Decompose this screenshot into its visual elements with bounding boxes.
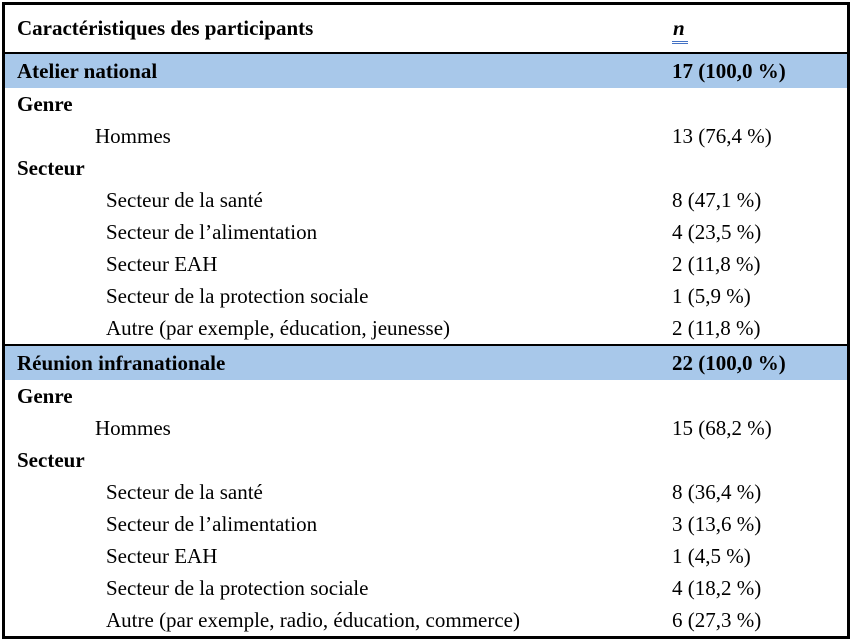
row-label: Secteur de l’alimentation [106, 219, 318, 244]
item-row: Hommes 13 (76,4 %) [5, 120, 847, 152]
row-n-value: 3 (13,6 %) [672, 511, 762, 536]
group-row: Genre [5, 88, 847, 120]
row-n-value [660, 380, 847, 412]
row-label: Secteur [17, 155, 85, 180]
row-n-value: 17 (100,0 %) [660, 52, 847, 88]
row-n-value: 22 (100,0 %) [660, 344, 847, 380]
row-n-value [660, 152, 847, 184]
row-label: Secteur [17, 447, 85, 472]
item-row: Secteur EAH 1 (4,5 %) [5, 540, 847, 572]
item-row: Secteur de l’alimentation 4 (23,5 %) [5, 216, 847, 248]
row-n-value: 2 (11,8 %) [672, 251, 761, 276]
item-row: Secteur de la santé 8 (36,4 %) [5, 476, 847, 508]
group-row: Genre [5, 380, 847, 412]
row-label: Secteur de l’alimentation [106, 511, 318, 536]
row-label: Autre (par exemple, radio, éducation, co… [106, 607, 520, 632]
row-label: Secteur EAH [106, 251, 218, 276]
group-row: Secteur [5, 444, 847, 476]
row-n-value [660, 88, 847, 120]
group-row: Secteur [5, 152, 847, 184]
row-n-value: 2 (11,8 %) [672, 315, 761, 340]
row-n-value: 1 (5,9 %) [672, 283, 751, 308]
participants-table: Caractéristiques des participants n Atel… [5, 5, 847, 636]
item-row: Secteur de la protection sociale 1 (5,9 %… [5, 280, 847, 312]
row-n-value: 4 (18,2 %) [672, 575, 762, 600]
item-row: Autre (par exemple, radio, éducation, co… [5, 604, 847, 636]
row-n-value: 6 (27,3 %) [672, 607, 762, 632]
row-label: Autre (par exemple, éducation, jeunesse) [106, 315, 451, 340]
row-label: Secteur EAH [106, 543, 218, 568]
row-label: Secteur de la protection sociale [106, 575, 369, 600]
row-n-value: 8 (36,4 %) [672, 479, 762, 504]
item-row: Secteur de la santé 8 (47,1 %) [5, 184, 847, 216]
item-row: Secteur de l’alimentation 3 (13,6 %) [5, 508, 847, 540]
table-header-row: Caractéristiques des participants n [5, 5, 847, 53]
item-row: Autre (par exemple, éducation, jeunesse)… [5, 312, 847, 345]
item-row: Secteur de la protection sociale 4 (18,2 … [5, 572, 847, 604]
row-label: Atelier national [5, 52, 660, 88]
header-n-label: n [672, 16, 688, 45]
table-body: Caractéristiques des participants n Atel… [5, 5, 847, 636]
row-n-value: 8 (47,1 %) [672, 187, 762, 212]
header-n-cell: n [660, 5, 847, 53]
row-label: Genre [17, 91, 73, 116]
row-n-value: 13 (76,4 %) [672, 123, 772, 148]
header-characteristics-label: Caractéristiques des participants [17, 16, 314, 41]
row-label: Secteur de la santé [106, 187, 263, 212]
row-label: Hommes [95, 415, 171, 440]
row-label: Réunion infranationale [5, 344, 660, 380]
section-row: Atelier national 17 (100,0 %) [5, 52, 847, 88]
row-label: Secteur de la santé [106, 479, 263, 504]
item-row: Secteur EAH 2 (11,8 %) [5, 248, 847, 280]
row-label: Genre [17, 383, 73, 408]
item-row: Hommes 15 (68,2 %) [5, 412, 847, 444]
row-n-value: 1 (4,5 %) [672, 543, 751, 568]
row-label: Secteur de la protection sociale [106, 283, 369, 308]
row-n-value: 15 (68,2 %) [672, 415, 772, 440]
row-n-value [660, 444, 847, 476]
row-label: Hommes [95, 123, 171, 148]
row-n-value: 4 (23,5 %) [672, 219, 762, 244]
section-row: Réunion infranationale 22 (100,0 %) [5, 344, 847, 380]
